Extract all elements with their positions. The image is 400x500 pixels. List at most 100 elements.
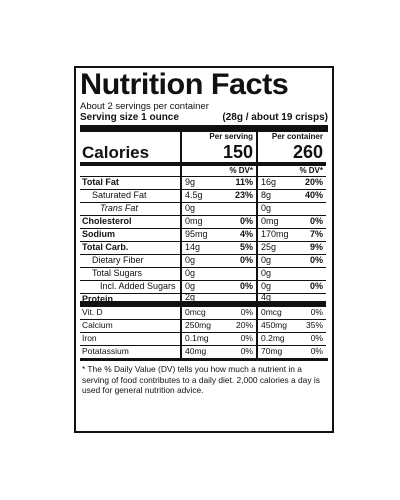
nutrient-label: Vit. D xyxy=(80,307,180,320)
amount: 70mg xyxy=(261,346,283,357)
amount: 0g xyxy=(261,281,272,292)
nutrient-row: Sodium 95mg 4% 170mg 7% xyxy=(80,229,328,242)
nutrient-row: Potatassium 40mg 0% 70mg 0% xyxy=(80,346,328,359)
footnote: * The % Daily Value (DV) tells you how m… xyxy=(80,358,328,396)
micronutrient-rows: Vit. D 0mcg 0% 0mcg 0% Calcium 250mg 20% 450mg 35… xyxy=(80,307,328,359)
nutrient-label: Total Carb. xyxy=(80,242,180,255)
nutrient-row: Cholesterol 0mg 0% 0mg 0% xyxy=(80,216,328,229)
amount: 0mg xyxy=(261,216,279,227)
nutrient-row: Total Carb. 14g 5% 25g 9% xyxy=(80,242,328,255)
amount: 8g xyxy=(261,190,272,201)
per-container-cell: 0g xyxy=(256,203,326,216)
per-serving-cell: 14g 5% xyxy=(180,242,256,255)
daily-value: 0% xyxy=(309,216,323,227)
amount: 0mg xyxy=(185,216,203,227)
nutrient-label: Protein xyxy=(80,294,180,307)
per-container-cell: 450mg 35% xyxy=(256,320,326,333)
amount: 25g xyxy=(261,242,277,253)
daily-value: 0% xyxy=(309,255,323,266)
daily-value: 0% xyxy=(240,333,253,344)
per-container-cell: 25g 9% xyxy=(256,242,326,255)
calories-per-serving: 150 xyxy=(180,142,256,166)
amount: 4g xyxy=(261,294,272,302)
daily-value: 0% xyxy=(310,307,323,318)
per-serving-cell: 4.5g 23% xyxy=(180,190,256,203)
daily-value: 0% xyxy=(310,333,323,344)
servings-per-container: About 2 servings per container xyxy=(80,101,209,112)
per-serving-cell: 0mg 0% xyxy=(180,216,256,229)
per-serving-cell: 9g 11% xyxy=(180,177,256,190)
amount: 14g xyxy=(185,242,201,253)
daily-value: 23% xyxy=(234,190,253,201)
per-serving-cell: 0.1mg 0% xyxy=(180,333,256,346)
daily-value: 11% xyxy=(235,177,253,188)
nutrient-label: Dietary Fiber xyxy=(80,255,180,268)
per-container-cell: 0g 0% xyxy=(256,281,326,294)
amount: 450mg xyxy=(261,320,287,331)
dv-header-serving: % DV* xyxy=(180,166,256,177)
serving-size-label: Serving size 1 ounce xyxy=(80,112,179,123)
daily-value: 35% xyxy=(305,320,323,331)
nutrient-row: Saturated Fat 4.5g 23% 8g 40% xyxy=(80,190,328,203)
amount: 0g xyxy=(185,268,196,279)
dv-header-row: % DV* % DV* xyxy=(80,166,328,177)
daily-value: 40% xyxy=(304,190,323,201)
nutrient-row: Protein 2g 4g xyxy=(80,294,328,307)
nutrient-row: Total Fat 9g 11% 16g 20% xyxy=(80,177,328,190)
daily-value: 5% xyxy=(239,242,253,253)
amount: 0g xyxy=(185,281,196,292)
per-serving-header: Per serving xyxy=(180,132,256,142)
nutrient-label: Iron xyxy=(80,333,180,346)
daily-value: 0% xyxy=(240,346,253,357)
amount: 2g xyxy=(185,294,196,302)
amount: 250mg xyxy=(185,320,211,331)
amount: 0mcg xyxy=(261,307,282,318)
daily-value: 20% xyxy=(304,177,323,188)
amount: 9g xyxy=(185,177,196,188)
daily-value: 0% xyxy=(240,307,253,318)
daily-value: 7% xyxy=(309,229,323,240)
amount: 40mg xyxy=(185,346,207,357)
nutrient-rows: Total Fat 9g 11% 16g 20% Saturated Fat 4.5g 23%… xyxy=(80,177,328,307)
nutrient-row: Iron 0.1mg 0% 0.2mg 0% xyxy=(80,333,328,346)
nutrient-label: Total Fat xyxy=(80,177,180,190)
nutrient-label: Potatassium xyxy=(80,346,180,359)
nutrient-label: Cholesterol xyxy=(80,216,180,229)
per-container-cell: 170mg 7% xyxy=(256,229,326,242)
nutrition-facts-label: Nutrition Facts About 2 servings per con… xyxy=(74,66,334,433)
per-container-header: Per container xyxy=(256,132,326,142)
amount: 170mg xyxy=(261,229,289,240)
serving-size-row: Serving size 1 ounce (28g / about 19 cri… xyxy=(80,112,328,132)
amount: 0g xyxy=(185,203,196,214)
per-serving-cell: 40mg 0% xyxy=(180,346,256,359)
per-serving-cell: 0g xyxy=(180,268,256,281)
amount: 0g xyxy=(261,268,272,279)
nutrient-label: Incl. Added Sugars xyxy=(80,281,180,294)
per-serving-cell: 2g xyxy=(180,294,256,307)
nutrient-label: Trans Fat xyxy=(80,203,180,216)
daily-value: 0% xyxy=(239,216,253,227)
dv-spacer xyxy=(80,166,180,177)
per-serving-cell: 250mg 20% xyxy=(180,320,256,333)
daily-value: 4% xyxy=(239,229,253,240)
daily-value: 0% xyxy=(309,281,323,292)
amount: 95mg xyxy=(185,229,208,240)
nutrient-label: Sodium xyxy=(80,229,180,242)
nutrient-label: Saturated Fat xyxy=(80,190,180,203)
daily-value: 0% xyxy=(239,281,253,292)
daily-value: 0% xyxy=(310,346,323,357)
amount: 16g xyxy=(261,177,277,188)
daily-value: 20% xyxy=(235,320,253,331)
per-serving-cell: 95mg 4% xyxy=(180,229,256,242)
calories-per-container: 260 xyxy=(256,142,326,166)
amount: 0g xyxy=(261,203,272,214)
per-container-cell: 0g xyxy=(256,268,326,281)
nutrient-row: Calcium 250mg 20% 450mg 35% xyxy=(80,320,328,333)
nutrition-grid: Per serving Per container xyxy=(80,132,328,142)
daily-value: 9% xyxy=(309,242,323,253)
daily-value: 0% xyxy=(239,255,253,266)
nutrient-row: Vit. D 0mcg 0% 0mcg 0% xyxy=(80,307,328,320)
calories-label: Calories xyxy=(80,142,180,166)
amount: 0mcg xyxy=(185,307,206,318)
nutrient-row: Dietary Fiber 0g 0% 0g 0% xyxy=(80,255,328,268)
